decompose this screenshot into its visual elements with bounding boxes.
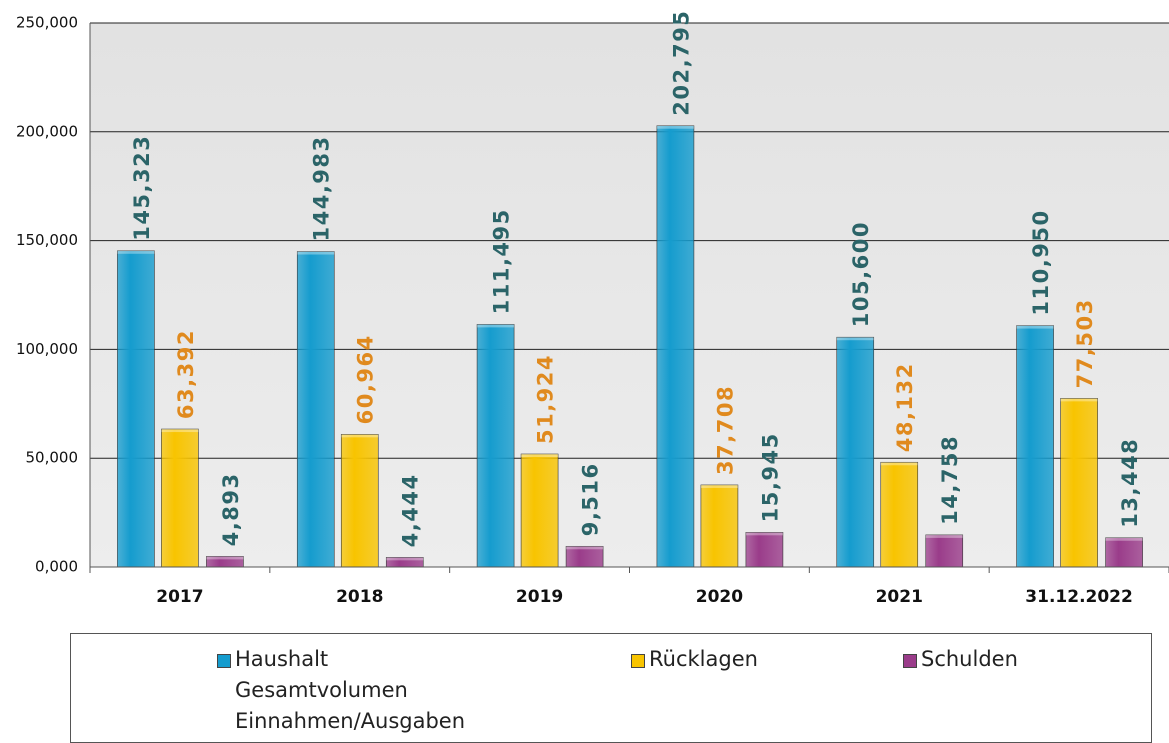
bar: [1105, 537, 1143, 568]
y-tick-label: 200,000: [16, 122, 78, 140]
data-label: 105,600: [849, 221, 873, 327]
x-tick-label: 2017: [156, 587, 203, 607]
bar-top: [341, 434, 379, 438]
y-tick-label: 100,000: [16, 340, 78, 358]
bar: [925, 534, 964, 568]
data-label: 37,708: [713, 385, 737, 475]
bar: [1060, 398, 1098, 568]
bar: [565, 545, 604, 568]
data-label: 63,392: [174, 329, 198, 419]
legend: Haushalt Gesamtvolumen Einnahmen/Ausgabe…: [70, 633, 1152, 743]
data-label: 48,132: [893, 362, 917, 452]
bar-top: [386, 557, 424, 561]
bar-top: [117, 250, 155, 254]
bar-top: [161, 429, 199, 433]
bar-top: [1016, 325, 1054, 329]
data-label: 14,758: [938, 435, 962, 525]
plot-area: [90, 23, 1169, 567]
bar-top: [1105, 537, 1143, 541]
bar-top: [656, 125, 694, 129]
legend-item: Schulden: [903, 644, 1103, 675]
legend-label: Schulden: [921, 647, 1018, 671]
bar: [117, 250, 155, 568]
y-tick-label: 150,000: [16, 231, 78, 249]
bar: [296, 251, 335, 568]
bar-top: [206, 556, 244, 560]
data-label: 77,503: [1073, 298, 1097, 388]
bar-top: [880, 462, 918, 466]
x-tick-label: 2020: [696, 587, 743, 607]
legend-label: Haushalt Gesamtvolumen Einnahmen/Ausgabe…: [235, 647, 466, 733]
bar-top: [700, 484, 738, 488]
bar: [745, 532, 784, 568]
data-label: 202,795: [669, 10, 693, 116]
bar: [836, 336, 875, 568]
bar-top: [477, 324, 515, 328]
legend-swatch: [631, 654, 645, 668]
bar: [880, 461, 919, 568]
x-tick-label: 2019: [516, 587, 563, 607]
bar: [340, 434, 379, 568]
bar: [1016, 325, 1054, 568]
legend-item: Rücklagen: [631, 644, 831, 675]
data-label: 111,495: [490, 208, 514, 314]
data-label: 51,924: [534, 354, 558, 444]
bar-top: [297, 251, 335, 255]
bar: [656, 125, 695, 568]
bar-top: [745, 532, 783, 536]
data-label: 60,964: [354, 334, 378, 424]
bar-top: [521, 454, 559, 458]
legend-label: Rücklagen: [649, 647, 758, 671]
bar-top: [925, 534, 963, 538]
x-tick-label: 31.12.2022: [1025, 587, 1133, 607]
data-label: 13,448: [1118, 438, 1142, 528]
legend-item: Haushalt Gesamtvolumen Einnahmen/Ausgabe…: [217, 644, 487, 737]
chart: 0,000 50,000 100,000 150,000 200,000 250,000 2…: [16, 10, 1169, 607]
y-tick-label: 50,000: [26, 449, 79, 467]
data-label: 145,323: [130, 135, 154, 241]
data-label: 4,893: [219, 472, 243, 546]
bar-top: [566, 546, 604, 550]
x-tick-label: 2021: [876, 587, 923, 607]
bar: [161, 428, 199, 568]
legend-swatch: [217, 654, 231, 668]
data-label: 144,983: [310, 135, 334, 241]
x-tick-label: 2018: [336, 587, 383, 607]
bar: [476, 324, 515, 568]
y-tick-label: 250,000: [16, 14, 78, 32]
y-tick-label: 0,000: [35, 558, 78, 576]
bar-top: [836, 337, 874, 341]
data-label: 9,516: [579, 462, 603, 536]
data-label: 15,945: [758, 432, 782, 522]
legend-swatch: [903, 654, 917, 668]
data-label: 4,444: [399, 473, 423, 547]
data-label: 110,950: [1029, 209, 1053, 315]
bar: [520, 453, 559, 568]
bar-top: [1060, 398, 1098, 402]
bar: [700, 484, 739, 568]
